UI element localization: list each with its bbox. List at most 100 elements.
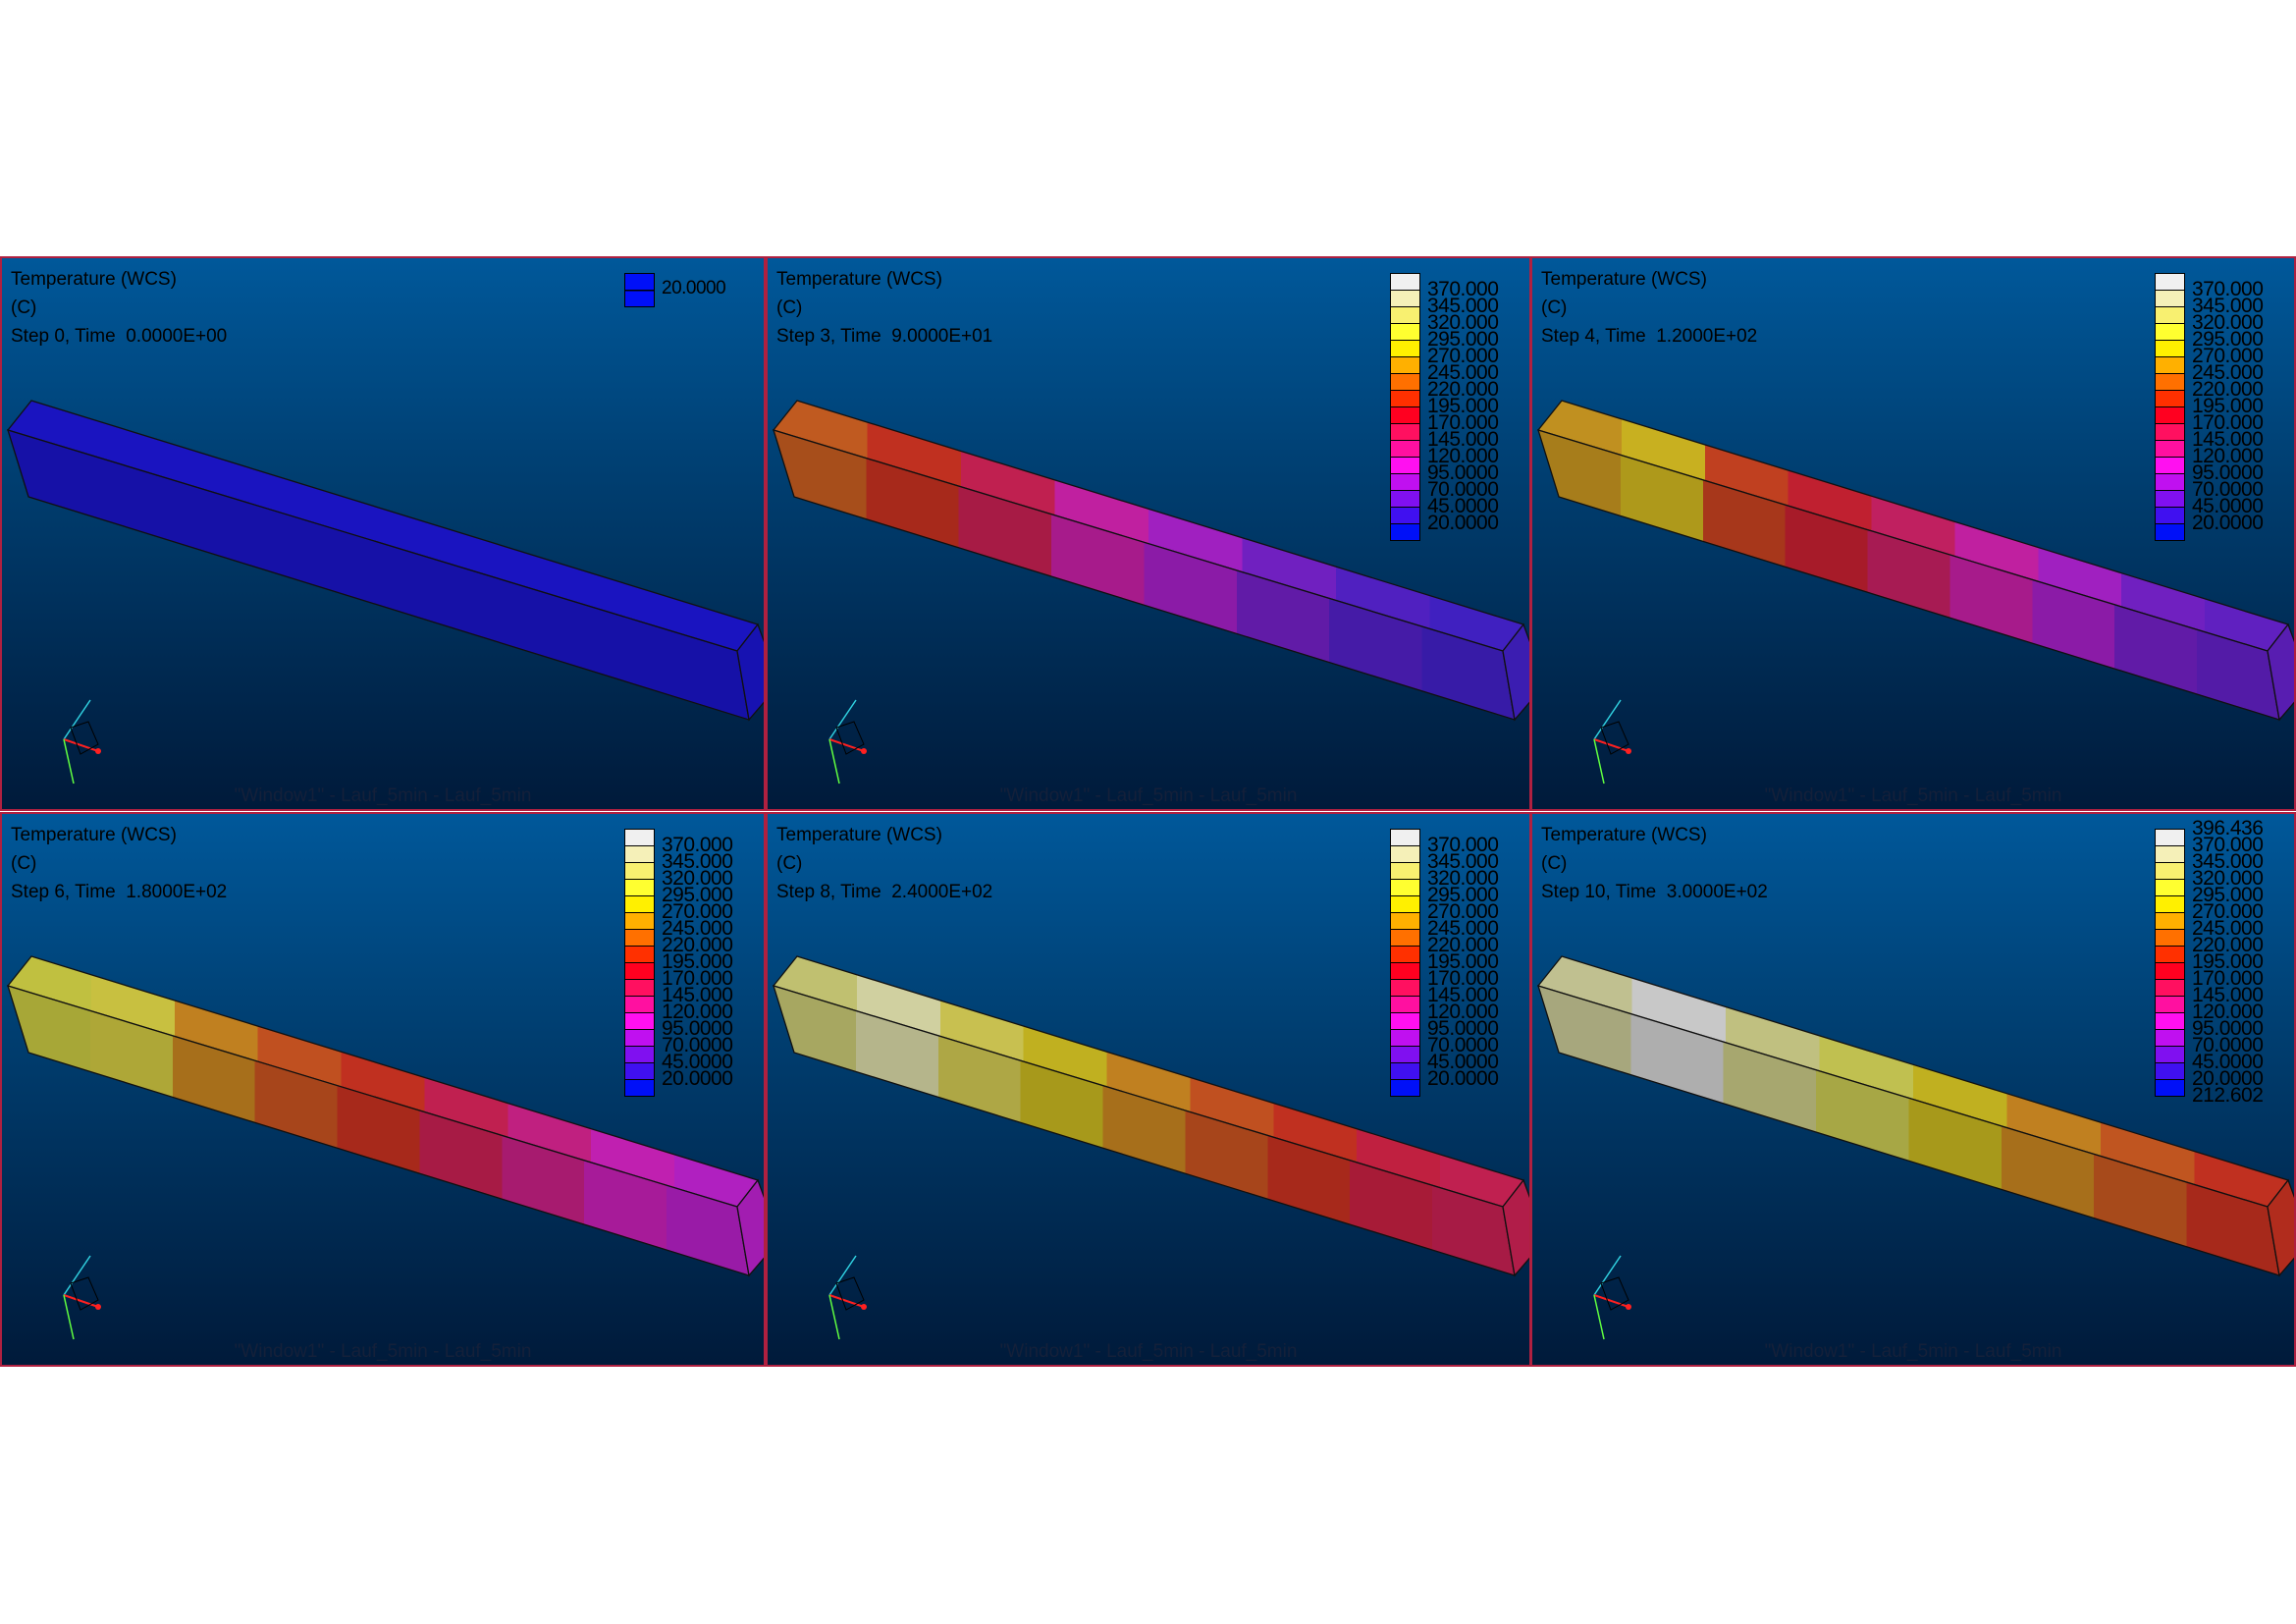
legend-swatch [1390,1012,1420,1030]
axis-triad-icon [1593,699,1631,785]
legend-swatch [1390,946,1420,963]
legend-swatch [1390,340,1420,357]
legend-swatch [2155,1062,2185,1080]
legend-label: 370.000 [662,834,733,856]
axis-triad-icon [1593,1255,1631,1340]
legend-swatch [624,1079,655,1097]
legend-label: 396.436 [2192,817,2264,839]
legend-label: 370.000 [2192,834,2264,856]
legend-swatch [2155,273,2185,291]
legend-label: 70.0000 [2192,478,2264,501]
legend-swatch [1390,829,1420,846]
viewport-grid: Temperature (WCS) (C) Step 0, Time 0.0000E… [0,256,2296,1367]
legend-swatch [2155,929,2185,947]
step-time-label: Step 6, Time 1.8000E+02 [11,882,228,902]
legend-label: 295.000 [2192,328,2264,351]
legend-swatch [2155,946,2185,963]
legend-label: 70.0000 [1427,478,1499,501]
viewport-panel[interactable]: Temperature (WCS) (C) Step 0, Time 0.0000E… [0,256,766,811]
legend-swatch [1390,406,1420,424]
legend-label: 120.000 [1427,445,1499,467]
legend-label: 245.000 [2192,361,2264,384]
legend-swatch [1390,962,1420,980]
step-time-label: Step 8, Time 2.4000E+02 [776,882,993,902]
viewport-panel[interactable]: Temperature (WCS) (C) Step 4, Time 1.2000E… [1530,256,2296,811]
legend-label: 245.000 [1427,361,1499,384]
legend-swatch [624,912,655,930]
legend-swatch [624,929,655,947]
legend-swatch [624,273,655,307]
legend-swatch [624,1062,655,1080]
legend-label: 270.000 [662,900,733,923]
step-time-label: Step 10, Time 3.0000E+02 [1541,882,1768,902]
legend-label: 220.000 [2192,934,2264,956]
legend-label: 145.000 [1427,984,1499,1006]
legend-label: 195.000 [662,950,733,973]
legend-swatch [1390,895,1420,913]
legend-swatch [2155,979,2185,997]
legend-label: 295.000 [662,884,733,906]
beam-model [772,955,1529,1340]
legend-swatch [624,845,655,863]
window-caption: "Window1" - Lauf_5min - Lauf_5min [999,785,1298,806]
step-time-label: Step 3, Time 9.0000E+01 [776,326,993,347]
legend-swatch [624,829,655,846]
legend-label: 245.000 [2192,917,2264,940]
result-title: Temperature (WCS) [1541,269,1707,290]
legend-label: 345.000 [662,850,733,873]
legend-label: 145.000 [1427,428,1499,451]
window-caption: "Window1" - Lauf_5min - Lauf_5min [1764,785,2062,806]
legend-label: 212.602 [2192,1084,2264,1107]
axis-triad-icon [63,1255,101,1340]
legend-swatch [624,895,655,913]
legend-swatch [2155,507,2185,524]
legend-label: 370.000 [2192,278,2264,300]
step-time-label: Step 4, Time 1.2000E+02 [1541,326,1758,347]
viewport-panel[interactable]: Temperature (WCS) (C) Step 8, Time 2.4000E… [766,812,1531,1367]
result-title: Temperature (WCS) [776,825,942,845]
result-unit: (C) [11,853,37,874]
legend-label: 270.000 [1427,900,1499,923]
legend-swatch [1390,996,1420,1013]
legend-label: 95.0000 [1427,1017,1499,1040]
legend-label: 45.0000 [1427,1051,1499,1073]
beam-model [772,400,1529,785]
legend-swatch [2155,523,2185,541]
legend-label: 195.000 [1427,395,1499,417]
result-unit: (C) [1541,853,1568,874]
result-unit: (C) [776,298,803,318]
legend-label: 220.000 [1427,934,1499,956]
legend-label: 370.000 [1427,834,1499,856]
legend-label: 320.000 [2192,867,2264,890]
legend-swatch [2155,457,2185,474]
beam-model [1536,400,2294,785]
result-unit: (C) [1541,298,1568,318]
legend-label: 120.000 [1427,1001,1499,1023]
viewport-panel[interactable]: Temperature (WCS) (C) Step 3, Time 9.0000E… [766,256,1531,811]
legend-swatch [1390,845,1420,863]
legend-label: 45.0000 [2192,495,2264,517]
legend-label: 220.000 [1427,378,1499,401]
legend-label: 170.000 [1427,967,1499,990]
legend-label: 20.0000 [662,1067,733,1090]
legend-swatch [1390,523,1420,541]
legend-label: 70.0000 [662,1034,733,1056]
legend-swatch [2155,862,2185,880]
legend-swatch [1390,273,1420,291]
legend-label: 20.0000 [1427,1067,1499,1090]
legend-swatch [624,962,655,980]
legend-label: 120.000 [2192,445,2264,467]
viewport-panel[interactable]: Temperature (WCS) (C) Step 6, Time 1.8000E… [0,812,766,1367]
viewport-panel[interactable]: Temperature (WCS) (C) Step 10, Time 3.0000… [1530,812,2296,1367]
legend-label: 95.0000 [1427,461,1499,484]
window-caption: "Window1" - Lauf_5min - Lauf_5min [1764,1341,2062,1362]
legend-label: 70.0000 [2192,1034,2264,1056]
legend-swatch [1390,457,1420,474]
legend-label: 295.000 [2192,884,2264,906]
legend-swatch [2155,290,2185,307]
legend-swatch [1390,373,1420,391]
legend-label: 195.000 [1427,950,1499,973]
legend-label: 345.000 [2192,295,2264,317]
axis-triad-icon [828,1255,867,1340]
legend-label: 195.000 [2192,950,2264,973]
